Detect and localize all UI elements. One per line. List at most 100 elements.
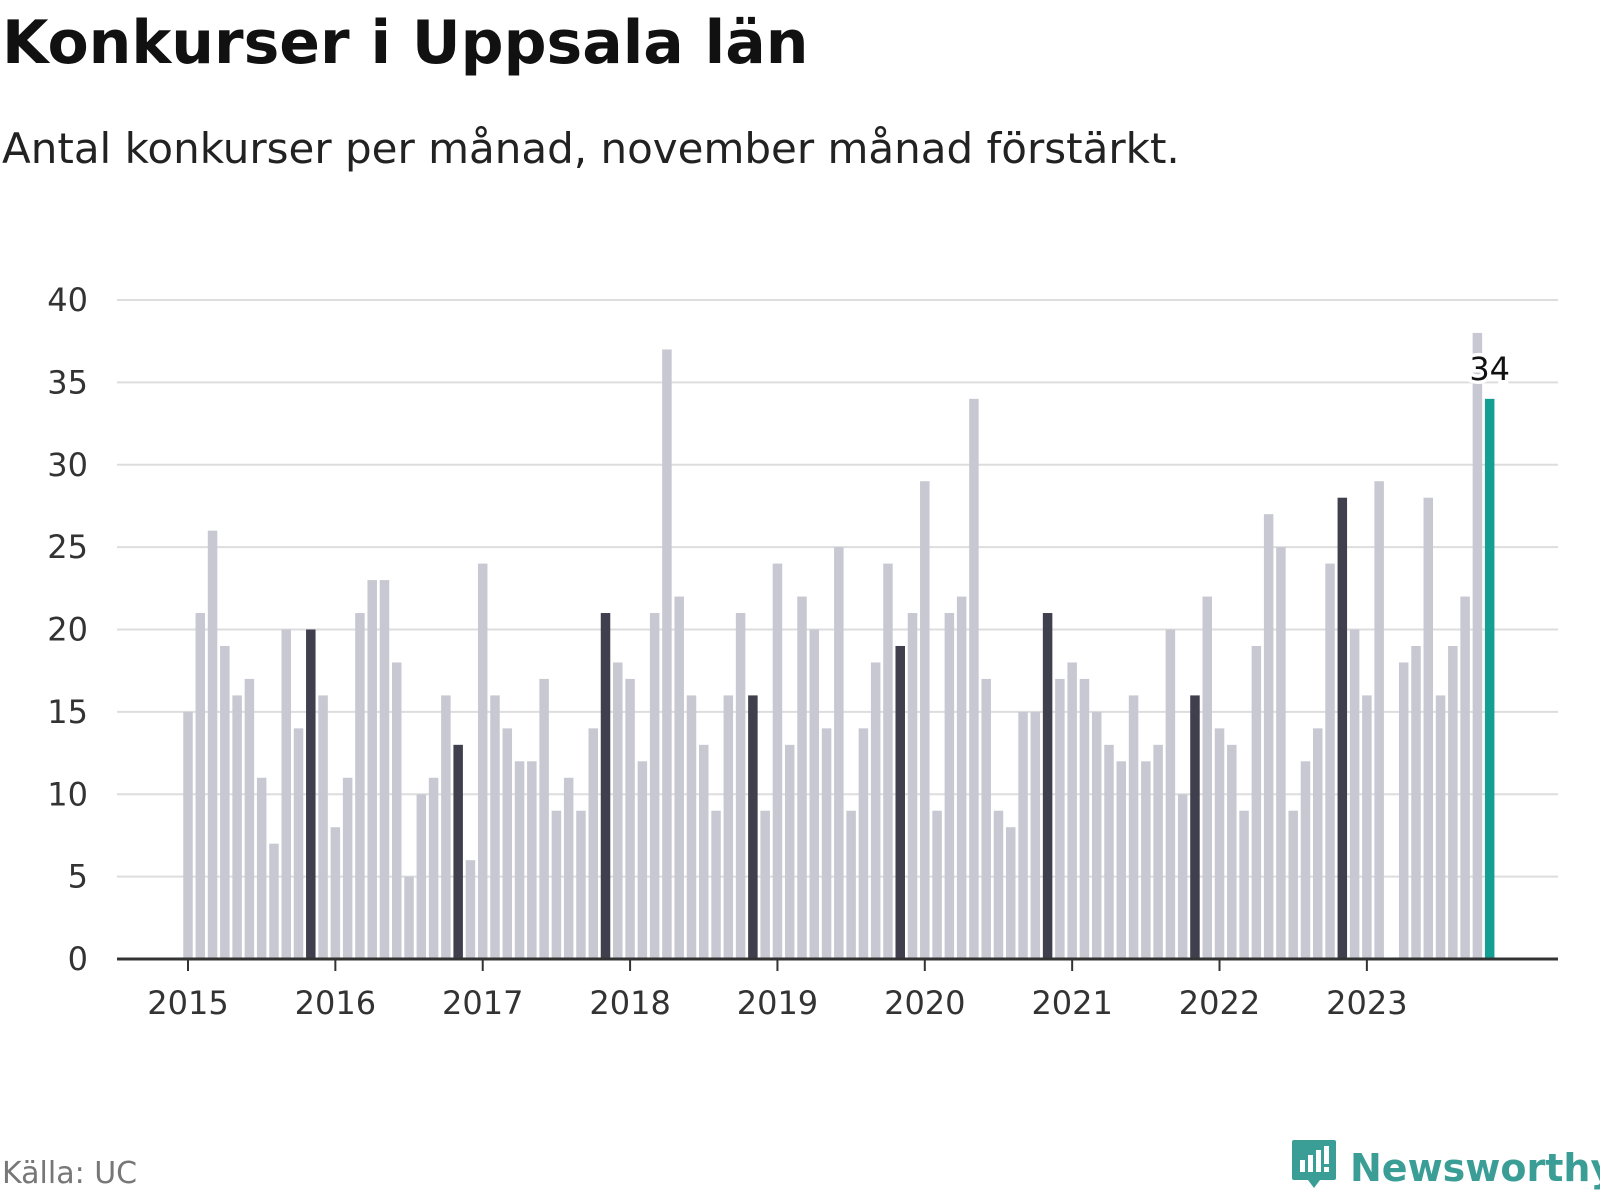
bar [379, 580, 390, 959]
bar [563, 777, 574, 959]
bar [392, 662, 402, 959]
bar [1104, 744, 1114, 959]
bar [269, 843, 279, 959]
x-tick-label: 2019 [737, 984, 818, 1022]
bar [870, 662, 881, 959]
bar [895, 645, 905, 959]
bar [232, 695, 242, 959]
bar [1006, 827, 1016, 959]
x-tick-label: 2016 [295, 984, 376, 1022]
y-axis-ticks: 0 5 10 15 20 25 30 35 40 [47, 281, 88, 978]
bar [1325, 563, 1335, 959]
bar [1362, 695, 1372, 959]
bar [453, 744, 463, 959]
bar [748, 695, 758, 959]
y-tick-label: 35 [47, 363, 88, 401]
y-tick-label: 15 [47, 693, 88, 731]
bar [1239, 810, 1249, 959]
bar [1116, 761, 1127, 959]
x-tick-label: 2020 [884, 984, 965, 1022]
x-tick-label: 2023 [1326, 984, 1407, 1022]
bar [993, 810, 1004, 959]
bar [293, 728, 304, 959]
bar [760, 810, 770, 959]
bar [195, 613, 206, 959]
brand-logo: Newsworthy [1290, 1138, 1600, 1198]
bar [1374, 481, 1384, 959]
bar [342, 777, 353, 959]
bar [1398, 662, 1409, 959]
y-tick-label: 20 [47, 611, 88, 649]
bar [220, 645, 230, 959]
bar [1411, 645, 1421, 959]
bar [1263, 514, 1274, 959]
y-tick-label: 5 [68, 858, 88, 896]
bar [281, 629, 291, 959]
bar [686, 695, 697, 959]
brand-name: Newsworthy [1350, 1146, 1600, 1190]
bar [613, 662, 623, 959]
y-tick-label: 30 [47, 446, 88, 484]
bar [1042, 613, 1053, 959]
x-tick-label: 2015 [147, 984, 228, 1022]
bar [1435, 695, 1446, 959]
bar [625, 678, 635, 959]
bar [404, 876, 414, 959]
y-tick-label: 0 [68, 940, 88, 978]
bar [1484, 398, 1495, 960]
bar [858, 728, 869, 959]
bar [1128, 695, 1139, 959]
bar [1141, 761, 1151, 959]
bar [514, 761, 525, 959]
bar [428, 777, 439, 959]
y-tick-label: 25 [47, 528, 88, 566]
bar [600, 613, 611, 959]
bar [256, 777, 267, 959]
bar [699, 744, 709, 959]
bar [1227, 744, 1237, 959]
bar [920, 481, 930, 959]
bar [1300, 761, 1311, 959]
bar [981, 678, 991, 959]
bar [1190, 695, 1200, 959]
bar [588, 728, 598, 959]
bar [932, 810, 942, 959]
bar [576, 810, 586, 959]
bar [490, 695, 500, 959]
bar [1276, 547, 1286, 959]
bar [416, 794, 427, 959]
bar [1018, 711, 1028, 959]
bar [674, 596, 684, 959]
bar [1448, 645, 1458, 959]
bar [527, 761, 537, 959]
x-tick-label: 2021 [1031, 984, 1112, 1022]
x-tick-label: 2022 [1179, 984, 1260, 1022]
bar [1177, 794, 1188, 959]
bar [539, 678, 549, 959]
bar [735, 613, 746, 959]
bar [809, 629, 820, 959]
y-tick-label: 40 [47, 281, 88, 319]
bar [318, 695, 328, 959]
bar [477, 563, 488, 959]
bar [1349, 629, 1360, 959]
bar [1153, 744, 1163, 959]
bar [244, 678, 255, 959]
bar [1202, 596, 1212, 959]
chart-title: Konkurser i Uppsala län [2, 8, 809, 78]
y-tick-label: 10 [47, 775, 88, 813]
bar [306, 629, 316, 959]
bar [956, 596, 967, 959]
bar [711, 810, 721, 959]
bar [1079, 678, 1090, 959]
bar [1214, 728, 1225, 959]
bar [1472, 332, 1483, 959]
newsworthy-logo-icon [1292, 1140, 1336, 1188]
bar [649, 613, 660, 959]
bar [330, 827, 341, 959]
x-tick-label: 2017 [442, 984, 523, 1022]
bar [367, 580, 377, 959]
x-axis: 2015 2016 2017 2018 2019 2020 2021 2022 2023 [117, 957, 1558, 1022]
bar [1165, 629, 1176, 959]
bars [183, 332, 1495, 960]
